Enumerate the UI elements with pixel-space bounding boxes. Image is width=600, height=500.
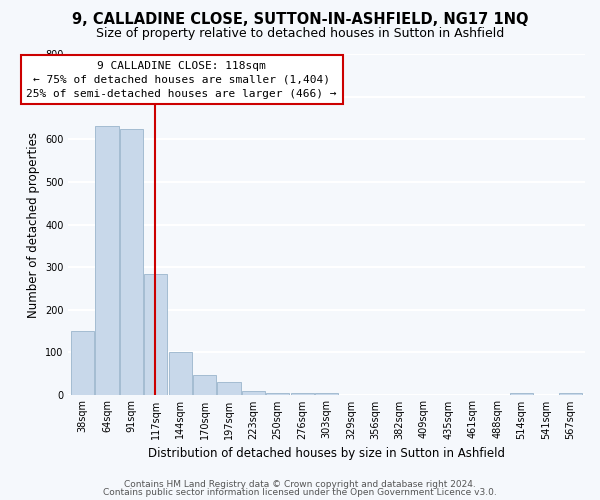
Text: Contains public sector information licensed under the Open Government Licence v3: Contains public sector information licen…: [103, 488, 497, 497]
Y-axis label: Number of detached properties: Number of detached properties: [27, 132, 40, 318]
Bar: [315, 393, 338, 395]
Bar: [217, 382, 241, 395]
Text: Contains HM Land Registry data © Crown copyright and database right 2024.: Contains HM Land Registry data © Crown c…: [124, 480, 476, 489]
Text: Size of property relative to detached houses in Sutton in Ashfield: Size of property relative to detached ho…: [96, 28, 504, 40]
Bar: [559, 393, 582, 395]
Bar: [290, 393, 314, 395]
Bar: [169, 352, 192, 395]
Bar: [510, 393, 533, 395]
Text: 9, CALLADINE CLOSE, SUTTON-IN-ASHFIELD, NG17 1NQ: 9, CALLADINE CLOSE, SUTTON-IN-ASHFIELD, …: [72, 12, 528, 28]
Bar: [193, 375, 216, 395]
Bar: [266, 393, 289, 395]
Bar: [95, 126, 119, 395]
X-axis label: Distribution of detached houses by size in Sutton in Ashfield: Distribution of detached houses by size …: [148, 447, 505, 460]
Text: 9 CALLADINE CLOSE: 118sqm
← 75% of detached houses are smaller (1,404)
25% of se: 9 CALLADINE CLOSE: 118sqm ← 75% of detac…: [26, 61, 337, 99]
Bar: [71, 331, 94, 395]
Bar: [120, 128, 143, 395]
Bar: [144, 274, 167, 395]
Bar: [242, 391, 265, 395]
